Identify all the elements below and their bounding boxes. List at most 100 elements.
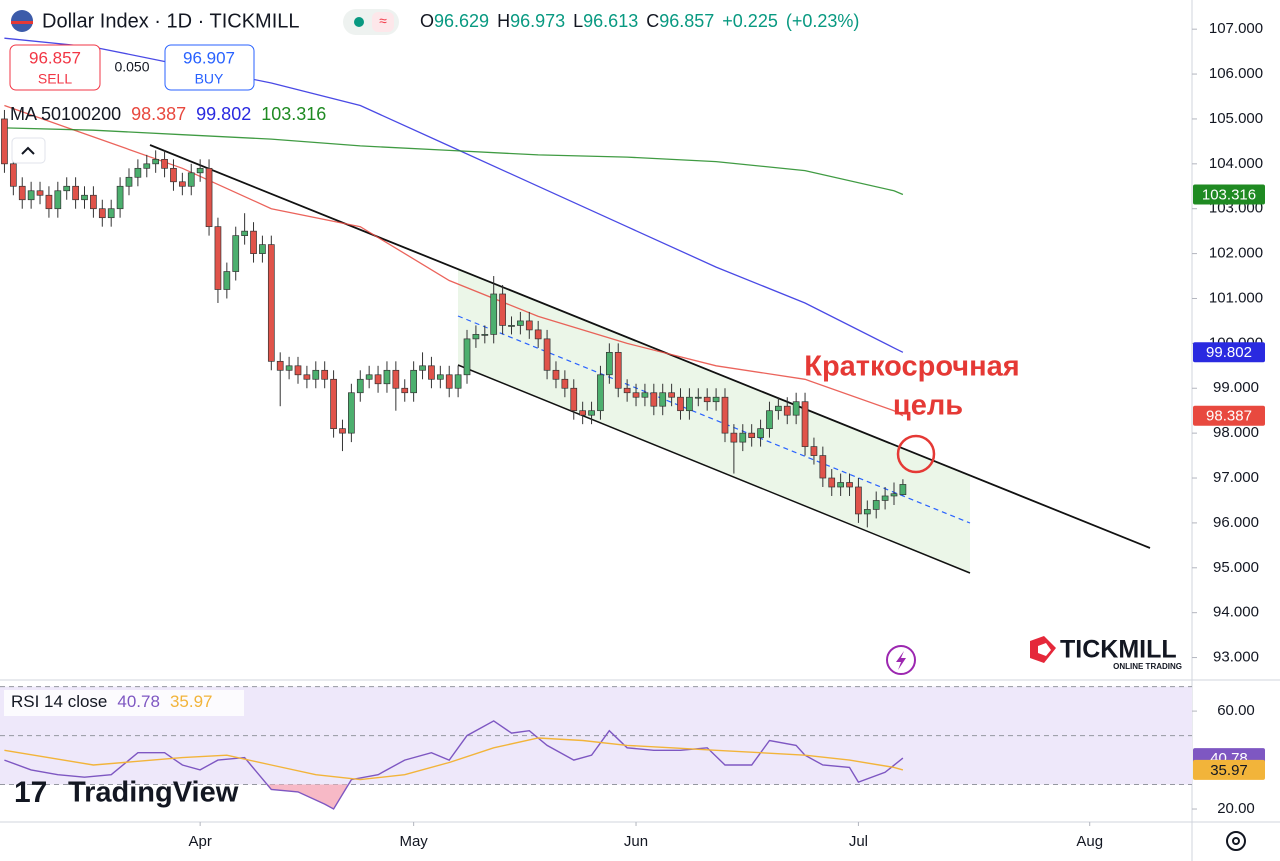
price-badge <box>1193 342 1265 363</box>
legend-text: C <box>646 11 659 31</box>
candle-body <box>703 396 711 403</box>
candle-body <box>27 190 35 201</box>
legend-text: 96.613 <box>583 11 638 31</box>
price-badge-label: 103.316 <box>1202 186 1256 203</box>
legend-text: L <box>573 11 583 31</box>
legend-text: MA 50100200 <box>10 104 121 124</box>
broker-logo-inner <box>1038 643 1051 656</box>
candle-body <box>846 482 853 488</box>
price-badge <box>1193 184 1265 205</box>
sell-label: SELL <box>38 71 72 87</box>
candle-body <box>241 230 248 236</box>
settings-icon[interactable] <box>1226 831 1246 851</box>
candle-body <box>205 167 213 228</box>
settings-icon-core <box>1232 837 1240 845</box>
candle-body <box>445 374 453 389</box>
legend-text: 96.857 <box>659 11 714 31</box>
candle-body <box>828 477 836 488</box>
x-tick-label: May <box>399 833 428 850</box>
moving-average-line <box>4 37 904 353</box>
candle-body <box>294 365 302 376</box>
candle-body <box>686 396 693 412</box>
candle-body <box>125 176 133 187</box>
x-tick-label: Apr <box>188 833 211 850</box>
candle-body <box>552 369 560 380</box>
y-tick-label: 20.00 <box>1217 800 1255 817</box>
candle-body <box>170 167 177 183</box>
candle-body <box>650 392 658 407</box>
candle-body <box>250 230 257 254</box>
candle-body <box>517 320 524 326</box>
candle-body <box>561 378 569 389</box>
candle-body <box>436 374 444 380</box>
legend-text: 98.387 <box>131 104 186 124</box>
sell-button[interactable] <box>9 44 101 91</box>
candle-body <box>472 334 480 340</box>
candle-body <box>694 396 702 399</box>
moving-average-line <box>4 104 904 417</box>
candle-body <box>90 194 97 210</box>
candle-body <box>668 392 675 398</box>
candle-body <box>579 410 587 416</box>
candle-body <box>383 369 391 385</box>
spread: 0.050 <box>114 59 149 75</box>
candle-body <box>570 387 578 412</box>
candle-body <box>810 446 818 456</box>
candle-body <box>18 185 26 201</box>
sell-price: 96.857 <box>29 48 81 67</box>
candle-body <box>721 396 729 434</box>
rsi-legend-bg <box>4 690 244 716</box>
rsi-line <box>4 737 904 781</box>
price-badge-label: 99.802 <box>1206 344 1252 361</box>
candle-body <box>730 432 738 443</box>
annotation-line: Краткосрочная <box>804 351 1019 383</box>
candle-body <box>339 428 346 434</box>
rsi-pane <box>0 686 1192 810</box>
candle-body <box>641 392 649 398</box>
candle-body <box>410 369 417 394</box>
candle-body <box>890 493 898 497</box>
rsi-legend: RSI 14 close 40.78 35.97 <box>11 692 212 711</box>
flag-stripe <box>11 21 33 24</box>
collapse-button[interactable] <box>11 137 46 164</box>
x-tick-label: Jun <box>624 833 648 850</box>
candle-body <box>161 158 168 169</box>
ma-legend: MA 50100200 98.387 99.802 103.316 <box>10 104 326 124</box>
candle-body <box>63 185 71 192</box>
legend-text: +0.225 <box>722 11 778 31</box>
broker-name: TICKMILL <box>1060 636 1177 664</box>
candle-body <box>783 405 791 416</box>
legend-text: 96.973 <box>510 11 565 31</box>
target-circle <box>896 434 936 474</box>
delay-glyph: ≈ <box>379 13 387 29</box>
channel-fill <box>458 268 970 573</box>
candle-body <box>454 374 462 389</box>
price-pane <box>1 37 907 528</box>
candle-body <box>855 486 862 515</box>
candle-body <box>214 226 222 290</box>
buy-button[interactable] <box>164 44 255 91</box>
candle-body <box>881 495 889 501</box>
y-tick-label: 95.000 <box>1213 559 1259 576</box>
candle-body <box>775 405 782 412</box>
platform-name: TradingView <box>68 777 239 809</box>
candle-body <box>356 378 364 394</box>
candle-body <box>392 369 400 389</box>
candle-body <box>348 392 355 434</box>
candle-body <box>757 428 764 438</box>
candle-body <box>419 365 426 371</box>
legend-text: 99.802 <box>196 104 251 124</box>
legend-text: O <box>420 11 434 31</box>
candle-body <box>490 293 498 335</box>
candle-body <box>1 118 8 165</box>
x-tick-label: Jul <box>849 833 868 850</box>
y-tick-label: 106.000 <box>1209 65 1263 82</box>
candle-body <box>196 167 204 174</box>
symbol-title: Dollar Index · 1D · TICKMILL <box>42 10 300 32</box>
candle-body <box>134 167 142 178</box>
candle-body <box>605 351 613 376</box>
y-tick-label: 102.000 <box>1209 245 1263 262</box>
candle-body <box>45 194 53 210</box>
candle-body <box>116 185 124 210</box>
